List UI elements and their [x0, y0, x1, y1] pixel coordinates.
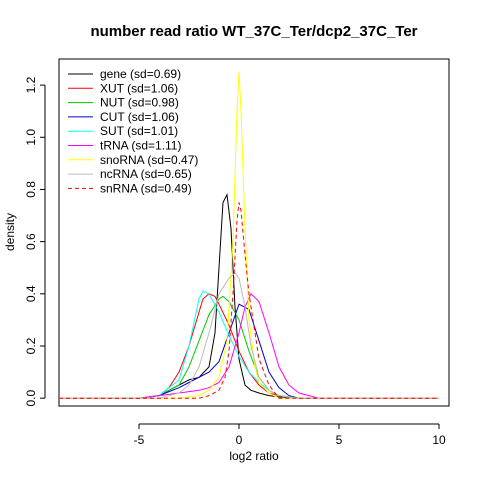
- x-tick-label: 10: [432, 433, 446, 447]
- legend-label-6: snoRNA (sd=0.47): [100, 153, 198, 167]
- y-tick-label: 0.8: [24, 181, 38, 198]
- series-line-3: [59, 303, 439, 399]
- plot-frame: [58, 58, 450, 407]
- x-axis: -5 0 5 10: [134, 423, 446, 447]
- series-line-7: [59, 272, 439, 399]
- x-tick-label: 5: [336, 433, 343, 447]
- y-tick-label: 0.4: [24, 285, 38, 302]
- y-tick-label: 0.6: [24, 233, 38, 250]
- series-lines: [59, 71, 439, 399]
- legend-label-8: snRNA (sd=0.49): [100, 181, 192, 195]
- legend-label-7: ncRNA (sd=0.65): [100, 167, 192, 181]
- legend-label-5: tRNA (sd=1.11): [100, 139, 181, 153]
- chart-title: number read ratio WT_37C_Ter/dcp2_37C_Te…: [90, 23, 417, 40]
- y-axis-label: density: [3, 213, 17, 251]
- legend: gene (sd=0.69)XUT (sd=1.06)NUT (sd=0.98)…: [68, 67, 198, 195]
- legend-label-1: XUT (sd=1.06): [100, 81, 178, 95]
- y-tick-label: 0.2: [24, 337, 38, 354]
- y-tick-label: 1.0: [24, 129, 38, 146]
- y-axis: 0.0 0.2 0.4 0.6 0.8 1.0 1.2: [24, 76, 46, 407]
- legend-label-3: CUT (sd=1.06): [100, 110, 179, 124]
- x-tick-label: -5: [134, 433, 145, 447]
- series-line-6: [59, 71, 439, 399]
- x-axis-label: log2 ratio: [229, 449, 279, 463]
- series-line-8: [59, 202, 439, 399]
- y-tick-label: 1.2: [24, 76, 38, 93]
- legend-label-2: NUT (sd=0.98): [100, 96, 179, 110]
- y-tick-label: 0.0: [24, 390, 38, 407]
- legend-label-4: SUT (sd=1.01): [100, 124, 178, 138]
- legend-label-0: gene (sd=0.69): [100, 67, 181, 81]
- x-tick-label: 0: [236, 433, 243, 447]
